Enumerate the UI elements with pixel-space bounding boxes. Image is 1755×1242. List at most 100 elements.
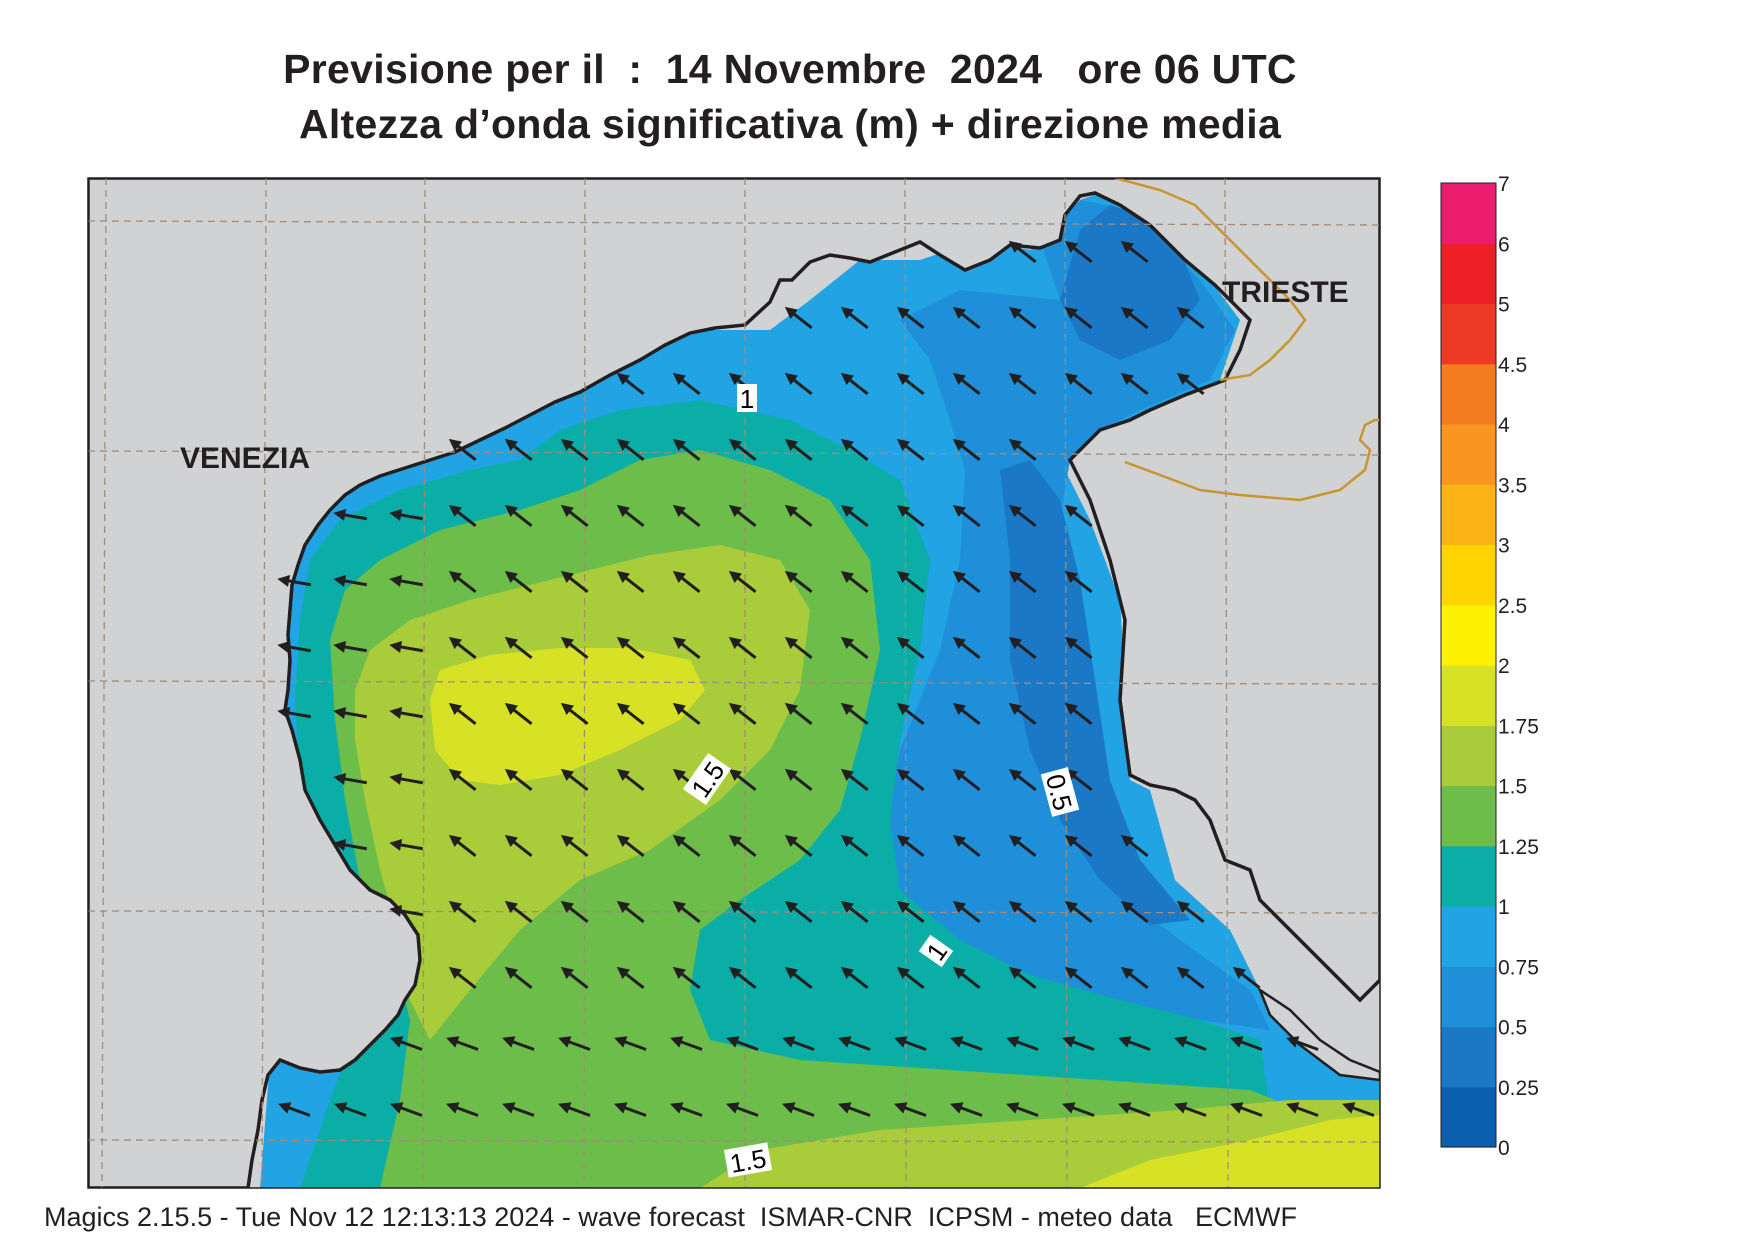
colorbar-tick-label: 1.75 bbox=[1498, 715, 1539, 738]
wave-arrow bbox=[616, 768, 645, 792]
wave-arrow bbox=[1176, 372, 1205, 396]
wave-arrow bbox=[840, 636, 869, 660]
wave-arrow bbox=[558, 1102, 591, 1117]
wave-arrow bbox=[838, 1036, 871, 1051]
wave-arrow bbox=[504, 768, 533, 792]
wave-arrow bbox=[726, 1036, 759, 1051]
wave-arrow bbox=[334, 1102, 367, 1117]
wave-arrow bbox=[840, 438, 869, 462]
colorbar-tick-label: 0 bbox=[1498, 1137, 1510, 1160]
wave-arrow bbox=[896, 570, 925, 594]
wave-arrow bbox=[1120, 240, 1149, 264]
colorbar-tick-label: 0.5 bbox=[1498, 1017, 1527, 1040]
wave-arrow bbox=[894, 1036, 927, 1051]
wave-arrow bbox=[1174, 1102, 1207, 1117]
wave-arrow bbox=[1230, 1036, 1263, 1051]
wave-arrow bbox=[1064, 636, 1093, 660]
wave-arrow bbox=[1286, 1102, 1319, 1117]
wave-arrow bbox=[1008, 240, 1037, 264]
wave-arrow bbox=[784, 504, 813, 528]
colorbar-tick-label: 0.75 bbox=[1498, 956, 1539, 979]
wave-arrow bbox=[560, 504, 589, 528]
wave-arrow bbox=[728, 504, 757, 528]
colorbar-swatch bbox=[1441, 845, 1496, 907]
wave-arrow bbox=[1062, 1036, 1095, 1051]
wave-arrow bbox=[784, 702, 813, 726]
wave-arrow bbox=[616, 372, 645, 396]
wave-arrow bbox=[894, 1102, 927, 1117]
wave-arrow bbox=[558, 1036, 591, 1051]
wave-arrow bbox=[333, 839, 368, 851]
contour-label-1-north: 1 bbox=[737, 384, 757, 414]
wave-arrow bbox=[616, 834, 645, 858]
wave-arrow bbox=[1118, 1036, 1151, 1051]
wave-arrow bbox=[840, 900, 869, 924]
colorbar-frame bbox=[1440, 182, 1497, 1148]
wave-arrow bbox=[728, 900, 757, 924]
colorbar-tick-label: 7 bbox=[1498, 173, 1510, 196]
wave-arrow bbox=[389, 509, 424, 521]
wave-arrow bbox=[560, 834, 589, 858]
colorbar-swatch bbox=[1441, 785, 1496, 847]
wave-arrow bbox=[728, 834, 757, 858]
wave-arrow bbox=[1230, 1102, 1263, 1117]
wave-arrow bbox=[389, 641, 424, 653]
wave-arrow bbox=[277, 641, 312, 653]
wave-arrow bbox=[1120, 900, 1149, 924]
wave-arrow bbox=[278, 1102, 311, 1117]
wave-arrow bbox=[840, 768, 869, 792]
colorbar-tick-label: 6 bbox=[1498, 233, 1510, 256]
wave-arrow bbox=[672, 570, 701, 594]
wave-arrow bbox=[333, 707, 368, 719]
colorbar-tick-label: 5 bbox=[1498, 294, 1510, 317]
colorbar-swatch bbox=[1441, 243, 1496, 305]
colorbar-swatch bbox=[1441, 363, 1496, 425]
wave-arrow bbox=[504, 900, 533, 924]
wave-arrow bbox=[1008, 702, 1037, 726]
colorbar-tick-label: 0.25 bbox=[1498, 1077, 1539, 1100]
very-low-wave-zone bbox=[1000, 205, 1200, 925]
peak-wave-zone bbox=[430, 648, 1380, 1188]
wave-arrow bbox=[616, 702, 645, 726]
wave-arrow bbox=[1008, 636, 1037, 660]
wave-arrow bbox=[616, 636, 645, 660]
wave-arrow bbox=[1064, 306, 1093, 330]
wave-arrow bbox=[333, 641, 368, 653]
wave-arrow bbox=[672, 438, 701, 462]
wave-arrow bbox=[504, 438, 533, 462]
wave-arrow bbox=[896, 834, 925, 858]
wave-arrow bbox=[782, 1102, 815, 1117]
land-south-east bbox=[1257, 986, 1380, 1082]
wave-arrow bbox=[840, 834, 869, 858]
colorbar-swatch bbox=[1441, 725, 1496, 787]
wave-arrow bbox=[950, 1102, 983, 1117]
wave-arrow bbox=[950, 1036, 983, 1051]
wave-arrow bbox=[726, 1102, 759, 1117]
wave-arrow bbox=[784, 768, 813, 792]
wave-arrow bbox=[504, 834, 533, 858]
wave-arrow bbox=[560, 636, 589, 660]
wave-arrow bbox=[448, 900, 477, 924]
wave-arrow bbox=[616, 570, 645, 594]
wave-arrow bbox=[1064, 504, 1093, 528]
wave-arrow bbox=[896, 702, 925, 726]
wave-arrow bbox=[784, 570, 813, 594]
wave-arrow bbox=[896, 966, 925, 990]
wave-arrow bbox=[504, 504, 533, 528]
wave-arrow bbox=[504, 636, 533, 660]
wave-arrow bbox=[616, 900, 645, 924]
wave-arrow bbox=[448, 768, 477, 792]
wave-arrow bbox=[1064, 966, 1093, 990]
wave-arrow bbox=[672, 372, 701, 396]
wave-arrow bbox=[1342, 1102, 1375, 1117]
colorbar-swatch bbox=[1441, 424, 1496, 485]
colorbar-swatch bbox=[1441, 604, 1496, 666]
wave-arrow bbox=[896, 636, 925, 660]
svg-text:1: 1 bbox=[740, 384, 754, 414]
wave-arrow bbox=[728, 768, 757, 792]
wave-arrow bbox=[333, 509, 368, 521]
wave-arrow bbox=[840, 504, 869, 528]
place-label-trieste: TRIESTE bbox=[1222, 276, 1349, 309]
wave-arrow bbox=[782, 1036, 815, 1051]
wave-arrow bbox=[670, 1102, 703, 1117]
